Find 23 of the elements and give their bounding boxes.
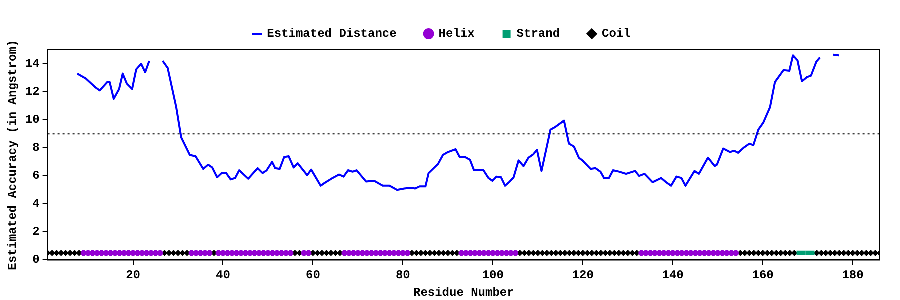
y-tick-label: 4 bbox=[32, 197, 40, 212]
y-tick-label: 2 bbox=[32, 225, 40, 240]
y-tick-label: 12 bbox=[25, 85, 40, 100]
x-tick-label: 180 bbox=[842, 268, 864, 282]
x-tick-label: 80 bbox=[396, 268, 410, 282]
y-tick-label: 10 bbox=[25, 113, 40, 128]
y-tick-label: 8 bbox=[32, 141, 40, 156]
y-tick-label: 6 bbox=[32, 169, 40, 184]
y-axis-title: Estimated Accuracy (in Angstrom) bbox=[6, 40, 20, 270]
x-axis-title: Residue Number bbox=[413, 286, 514, 300]
legend-label: Strand bbox=[516, 27, 560, 42]
x-tick-label: 100 bbox=[482, 268, 504, 282]
y-tick-label: 14 bbox=[25, 57, 40, 72]
legend-label: Helix bbox=[438, 27, 475, 42]
x-tick-label: 160 bbox=[752, 268, 774, 282]
x-tick-label: 40 bbox=[216, 268, 230, 282]
y-tick-label: 0 bbox=[32, 253, 40, 268]
x-tick-label: 20 bbox=[126, 268, 140, 282]
x-tick-label: 140 bbox=[662, 268, 684, 282]
legend-label: Coil bbox=[602, 27, 631, 42]
x-tick-label: 120 bbox=[572, 268, 594, 282]
x-tick-label: 60 bbox=[306, 268, 320, 282]
legend-label: Estimated Distance bbox=[267, 27, 397, 42]
